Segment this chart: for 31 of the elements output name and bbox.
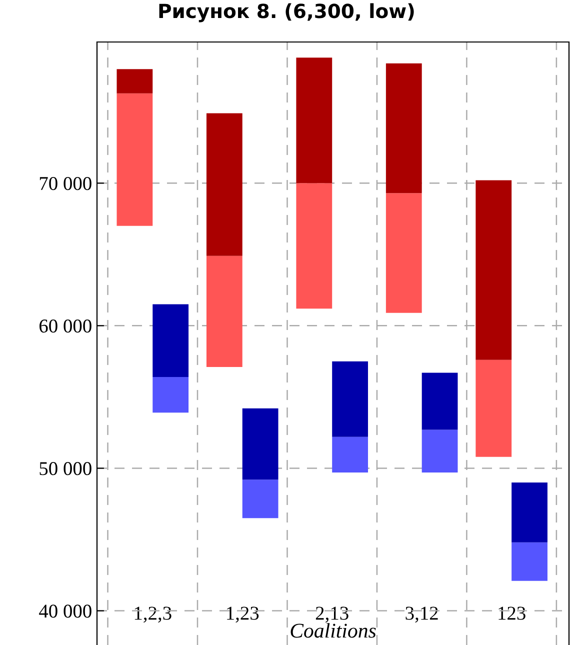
x-tick-label: 3,12 <box>406 606 438 623</box>
bar <box>296 183 332 309</box>
bar <box>422 430 458 473</box>
bar <box>386 193 422 313</box>
bar <box>296 58 332 184</box>
bar <box>206 256 242 368</box>
bar <box>116 69 153 94</box>
y-tick-label: 50 000 <box>40 462 92 476</box>
bar <box>422 372 458 430</box>
y-tick-label: 70 000 <box>40 176 92 190</box>
bar <box>152 377 189 413</box>
x-tick-label: 2,13 <box>316 606 348 623</box>
x-axis-title: Coalitions <box>290 623 376 638</box>
bar <box>242 408 278 480</box>
bar <box>476 360 512 457</box>
bar <box>512 542 548 581</box>
x-tick-label: 123 <box>498 606 526 620</box>
bar <box>332 436 368 473</box>
x-tick-label: 1,2,3 <box>134 606 172 623</box>
bar <box>152 304 189 377</box>
bar <box>512 482 548 542</box>
y-tick-label: 60 000 <box>40 319 92 333</box>
chart-title: Рисунок 8. (6,300, low) <box>159 3 414 22</box>
x-tick-label: 1,23 <box>227 606 259 623</box>
bar <box>386 63 422 194</box>
bar <box>242 480 278 518</box>
y-tick-label: 40 000 <box>39 604 92 618</box>
bar <box>116 93 153 226</box>
bar <box>476 180 512 360</box>
bar <box>206 113 242 256</box>
bar <box>332 361 368 437</box>
